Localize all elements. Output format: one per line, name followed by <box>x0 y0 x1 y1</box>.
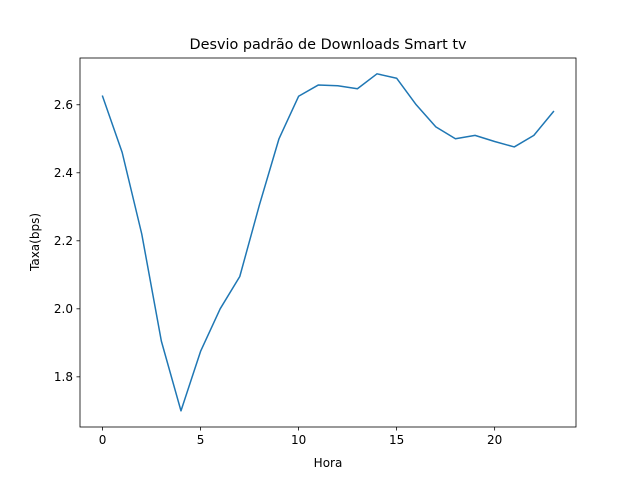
x-tick-label: 15 <box>389 433 404 447</box>
y-tick-label: 2.0 <box>54 302 73 316</box>
y-tick-label: 2.4 <box>54 166 73 180</box>
y-axis-label: Taxa(bps) <box>28 213 42 272</box>
x-tick-label: 0 <box>99 433 107 447</box>
x-axis-ticks: 0 5 10 15 20 <box>99 427 502 447</box>
chart-title: Desvio padrão de Downloads Smart tv <box>190 37 467 53</box>
y-axis-ticks: 1.8 2.0 2.2 2.4 2.6 <box>54 98 80 384</box>
y-tick-label: 2.2 <box>54 234 73 248</box>
y-tick-label: 2.6 <box>54 98 73 112</box>
series-line-0 <box>101 73 555 412</box>
plot-area <box>79 57 577 428</box>
x-tick-label: 5 <box>197 433 205 447</box>
x-axis-label: Hora <box>314 456 343 470</box>
x-tick-label: 20 <box>487 433 502 447</box>
plot-frame <box>79 57 577 428</box>
y-tick-label: 1.8 <box>54 370 73 384</box>
x-tick-label: 10 <box>291 433 306 447</box>
